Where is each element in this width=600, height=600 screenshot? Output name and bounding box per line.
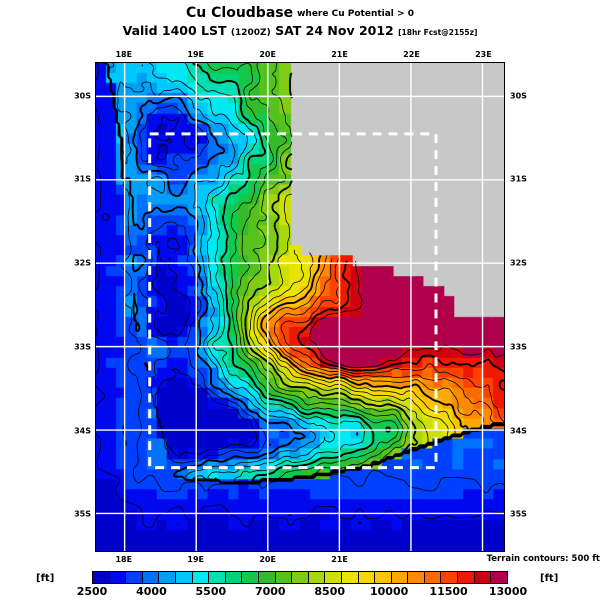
tick-lon-bottom-21E: 21E (331, 555, 348, 564)
tick-lon-top-20E: 20E (259, 50, 276, 59)
colorbar-tick-7000: 7000 (254, 585, 286, 598)
colorbar-swatch-7 (209, 572, 226, 583)
page-title: Cu Cloudbase (186, 5, 294, 21)
colorbar-swatch-3 (142, 572, 160, 583)
colorbar-swatch-10 (258, 572, 276, 583)
tick-lon-top-19E: 19E (187, 50, 204, 59)
colorbar-tick-8500: 8500 (314, 585, 346, 598)
tick-lon-bottom-19E: 19E (187, 555, 204, 564)
title-line-primary: Cu Cloudbase where Cu Potential > 0 (0, 6, 600, 21)
valid-utc-label: (1200Z) (230, 27, 271, 38)
valid-date-label: SAT 24 Nov 2012 (275, 22, 394, 38)
tick-lat-left-35S: 35S (74, 509, 91, 519)
colorbar-swatch-24 (491, 572, 507, 583)
colorbar-swatch-0 (93, 572, 110, 583)
tick-lon-top-21E: 21E (331, 50, 348, 59)
colorbar-swatch-1 (109, 572, 127, 583)
tick-lon-bottom-20E: 20E (259, 555, 276, 564)
chart-title-block: Cu Cloudbase where Cu Potential > 0 Valid… (0, 6, 600, 38)
valid-time-label: Valid 1400 LST (122, 22, 227, 38)
tick-lon-top-22E: 22E (403, 50, 420, 59)
terrain-contour-line (96, 63, 504, 529)
colorbar-swatch-13 (308, 572, 326, 583)
terrain-contour-line (280, 258, 504, 423)
tick-lon-bottom-18E: 18E (115, 555, 133, 564)
colorbar-swatch-15 (341, 572, 359, 583)
forecast-stamp-label: [18hr Fcst@2155z] (398, 27, 478, 37)
colorbar-tick-5500: 5500 (195, 585, 227, 598)
tick-lat-right-31S: 31S (510, 174, 527, 184)
colorbar-swatch-9 (242, 572, 259, 583)
colorbar-swatch-6 (192, 572, 210, 583)
terrain-contour-line (297, 260, 504, 391)
tick-lon-top-23E: 23E (475, 50, 492, 59)
task-box-layer (148, 132, 438, 470)
colorbar-swatch-14 (325, 572, 342, 583)
tick-lat-right-30S: 30S (510, 91, 527, 100)
colorbar-swatch-8 (225, 572, 243, 583)
colorbar-swatch-23 (474, 572, 492, 583)
colorbar-tick-13000: 13000 (488, 585, 528, 598)
terrain-contour-note: Terrain contours: 500 ft (486, 554, 600, 564)
colorbar-swatch-20 (424, 572, 442, 583)
tick-lat-left-31S: 31S (74, 174, 91, 184)
colorbar-tick-4000: 4000 (136, 585, 167, 598)
tick-lat-left-33S: 33S (74, 342, 91, 352)
map-overlay-svg (96, 63, 504, 551)
colorbar-swatch-21 (441, 572, 459, 583)
tick-lat-right-35S: 35S (510, 509, 527, 519)
map-panel[interactable] (95, 62, 505, 552)
colorbar-swatch-22 (458, 572, 475, 583)
colorbar-swatch-2 (126, 572, 143, 583)
colorbar-swatch-19 (408, 572, 425, 583)
colorbar-tick-2500: 2500 (76, 585, 108, 598)
colorbar-scale[interactable] (92, 571, 508, 584)
title-qualifier: where Cu Potential > 0 (297, 9, 414, 19)
tick-lat-left-34S: 34S (74, 426, 91, 436)
task-area-box (148, 132, 438, 470)
tick-lat-right-34S: 34S (510, 426, 527, 436)
terrain-contour-layer (96, 63, 504, 529)
colorbar-panel: [ft] [ft] 2500 4000 5500 7000 8500 10000 11500… (0, 569, 600, 599)
colorbar-swatch-16 (358, 572, 376, 583)
title-line-secondary: Valid 1400 LST (1200Z) SAT 24 Nov 2012 [… (0, 24, 600, 38)
tick-lat-right-33S: 33S (510, 342, 527, 352)
colorbar-swatch-17 (375, 572, 392, 583)
tick-lon-top-18E: 18E (115, 50, 133, 59)
tick-lat-left-30S: 30S (74, 91, 91, 100)
terrain-contour-line (235, 63, 504, 477)
colorbar-tick-11500: 11500 (429, 585, 468, 598)
terrain-contour-line (105, 63, 504, 485)
terrain-contour-line (309, 260, 504, 369)
terrain-contour-line (248, 193, 504, 443)
graticule-layer (96, 63, 504, 551)
colorbar-swatch-4 (159, 572, 176, 583)
colorbar-swatch-5 (175, 572, 193, 583)
terrain-contour-line (108, 63, 504, 484)
colorbar-swatch-18 (391, 572, 409, 583)
colorbar-swatch-11 (275, 572, 293, 583)
colorbar-tick-10000: 10000 (370, 585, 409, 598)
colorbar-unit-right: [ft] (540, 573, 559, 584)
tick-lat-left-32S: 32S (74, 258, 91, 268)
colorbar-swatch-12 (292, 572, 309, 583)
tick-lat-right-32S: 32S (510, 258, 527, 268)
colorbar-unit-left: [ft] (36, 573, 55, 584)
